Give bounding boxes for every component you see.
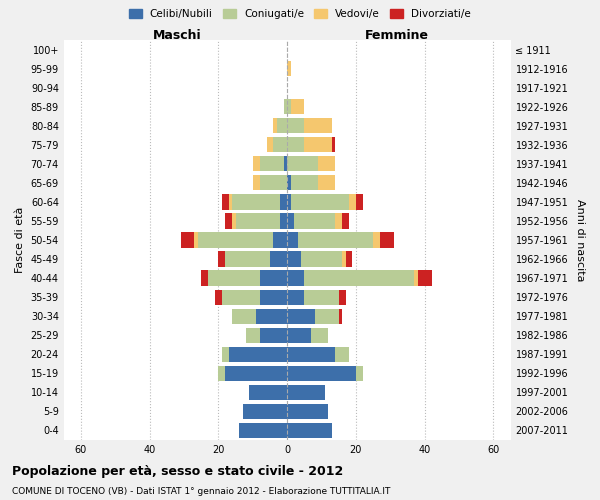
Legend: Celibi/Nubili, Coniugati/e, Vedovi/e, Divorziati/e: Celibi/Nubili, Coniugati/e, Vedovi/e, Di… xyxy=(125,5,475,24)
Bar xyxy=(215,290,222,305)
Bar xyxy=(250,385,287,400)
Text: Femmine: Femmine xyxy=(365,29,429,42)
Bar xyxy=(256,308,287,324)
Bar xyxy=(287,99,290,114)
Bar xyxy=(229,194,232,210)
Bar xyxy=(287,366,356,381)
Bar xyxy=(301,252,342,266)
Bar xyxy=(284,99,287,114)
Bar xyxy=(339,308,342,324)
Bar xyxy=(304,290,339,305)
Bar xyxy=(280,214,287,228)
Bar xyxy=(274,118,277,134)
Bar xyxy=(415,270,418,285)
Bar xyxy=(294,214,335,228)
Bar xyxy=(208,270,260,285)
Bar xyxy=(287,194,290,210)
Bar xyxy=(260,270,287,285)
Bar xyxy=(287,346,335,362)
Bar xyxy=(218,252,226,266)
Bar xyxy=(287,328,311,343)
Bar xyxy=(201,270,208,285)
Bar xyxy=(335,346,349,362)
Bar xyxy=(418,270,431,285)
Bar xyxy=(332,137,335,152)
Bar xyxy=(287,423,332,438)
Bar xyxy=(287,61,290,76)
Text: Popolazione per età, sesso e stato civile - 2012: Popolazione per età, sesso e stato civil… xyxy=(12,465,343,478)
Bar xyxy=(260,328,287,343)
Text: COMUNE DI TOCENO (VB) - Dati ISTAT 1° gennaio 2012 - Elaborazione TUTTITALIA.IT: COMUNE DI TOCENO (VB) - Dati ISTAT 1° ge… xyxy=(12,488,391,496)
Bar xyxy=(304,270,415,285)
Y-axis label: Fasce di età: Fasce di età xyxy=(15,207,25,273)
Bar xyxy=(198,232,274,248)
Bar xyxy=(226,214,232,228)
Bar xyxy=(287,404,328,419)
Bar xyxy=(287,137,304,152)
Bar xyxy=(290,175,318,190)
Bar xyxy=(314,308,339,324)
Bar xyxy=(304,137,332,152)
Y-axis label: Anni di nascita: Anni di nascita xyxy=(575,198,585,281)
Bar xyxy=(287,175,290,190)
Bar xyxy=(260,175,287,190)
Bar xyxy=(222,346,229,362)
Bar xyxy=(311,328,328,343)
Bar xyxy=(232,214,236,228)
Bar xyxy=(181,232,194,248)
Bar xyxy=(380,232,394,248)
Bar xyxy=(287,252,301,266)
Bar xyxy=(373,232,380,248)
Bar xyxy=(287,232,298,248)
Bar xyxy=(260,290,287,305)
Bar xyxy=(287,118,304,134)
Bar xyxy=(226,366,287,381)
Bar xyxy=(346,252,352,266)
Bar xyxy=(274,137,287,152)
Bar xyxy=(246,328,260,343)
Bar xyxy=(356,194,363,210)
Bar xyxy=(349,194,356,210)
Bar xyxy=(290,99,304,114)
Bar xyxy=(242,404,287,419)
Bar xyxy=(260,156,284,172)
Bar xyxy=(318,156,335,172)
Bar xyxy=(284,156,287,172)
Bar xyxy=(318,175,335,190)
Text: Maschi: Maschi xyxy=(153,29,202,42)
Bar xyxy=(342,252,346,266)
Bar xyxy=(298,232,373,248)
Bar xyxy=(356,366,363,381)
Bar xyxy=(226,252,270,266)
Bar xyxy=(304,118,332,134)
Bar xyxy=(287,156,318,172)
Bar xyxy=(280,194,287,210)
Bar xyxy=(229,346,287,362)
Bar xyxy=(342,214,349,228)
Bar xyxy=(253,175,260,190)
Bar xyxy=(253,156,260,172)
Bar xyxy=(287,385,325,400)
Bar xyxy=(232,194,280,210)
Bar xyxy=(222,290,260,305)
Bar xyxy=(236,214,280,228)
Bar xyxy=(335,214,342,228)
Bar xyxy=(194,232,198,248)
Bar xyxy=(222,194,229,210)
Bar xyxy=(339,290,346,305)
Bar xyxy=(239,423,287,438)
Bar xyxy=(287,290,304,305)
Bar xyxy=(287,270,304,285)
Bar xyxy=(266,137,274,152)
Bar xyxy=(290,194,349,210)
Bar xyxy=(218,366,226,381)
Bar xyxy=(270,252,287,266)
Bar xyxy=(277,118,287,134)
Bar xyxy=(232,308,256,324)
Bar xyxy=(287,214,294,228)
Bar xyxy=(287,308,314,324)
Bar xyxy=(274,232,287,248)
